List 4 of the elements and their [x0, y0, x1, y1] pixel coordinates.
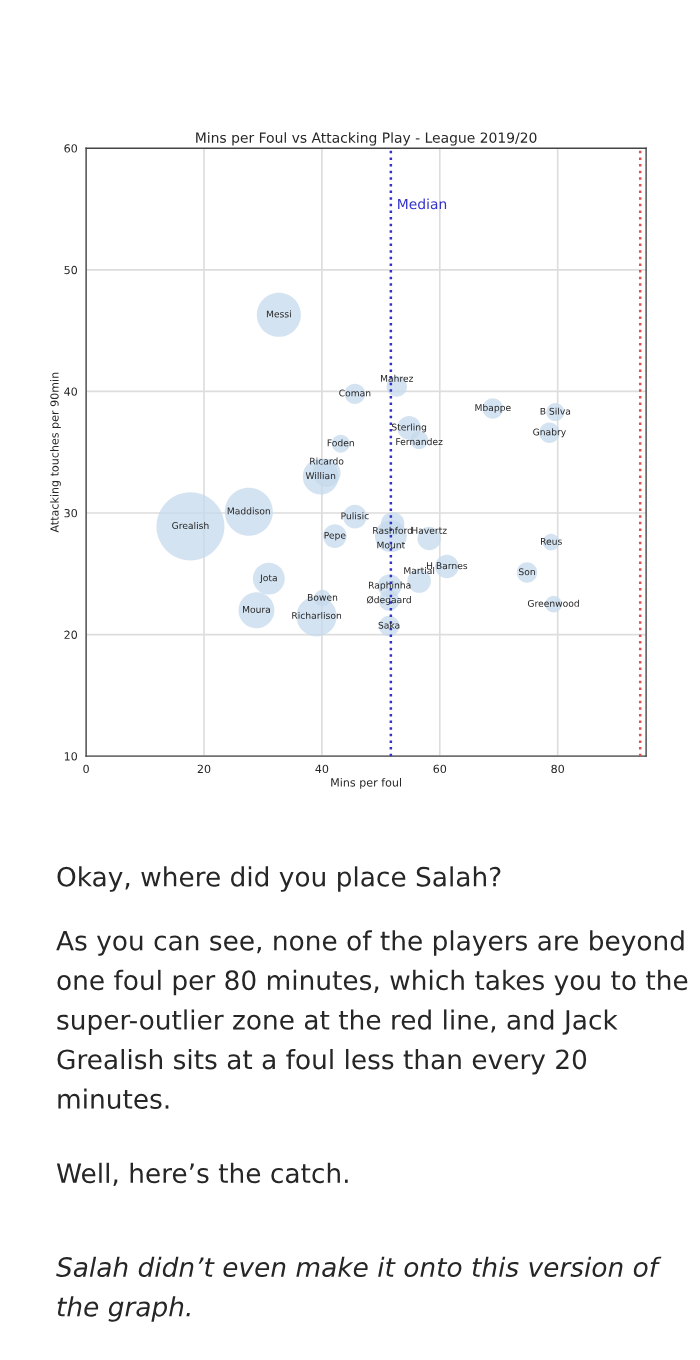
text: As you can see, none of the players are beyond one foul per 80 minutes, which takes you to the super-outlier zone at the red line, and Jack Grealish sits at a foul less than every 20 minutes.	[56, 930, 688, 1109]
text: Well, here’s the catch.	[56, 1162, 348, 1186]
text: Okay, where did you place Salah?	[57, 866, 501, 892]
text: Salah didn’t even make it onto this version of the graph.	[56, 1256, 662, 1322]
